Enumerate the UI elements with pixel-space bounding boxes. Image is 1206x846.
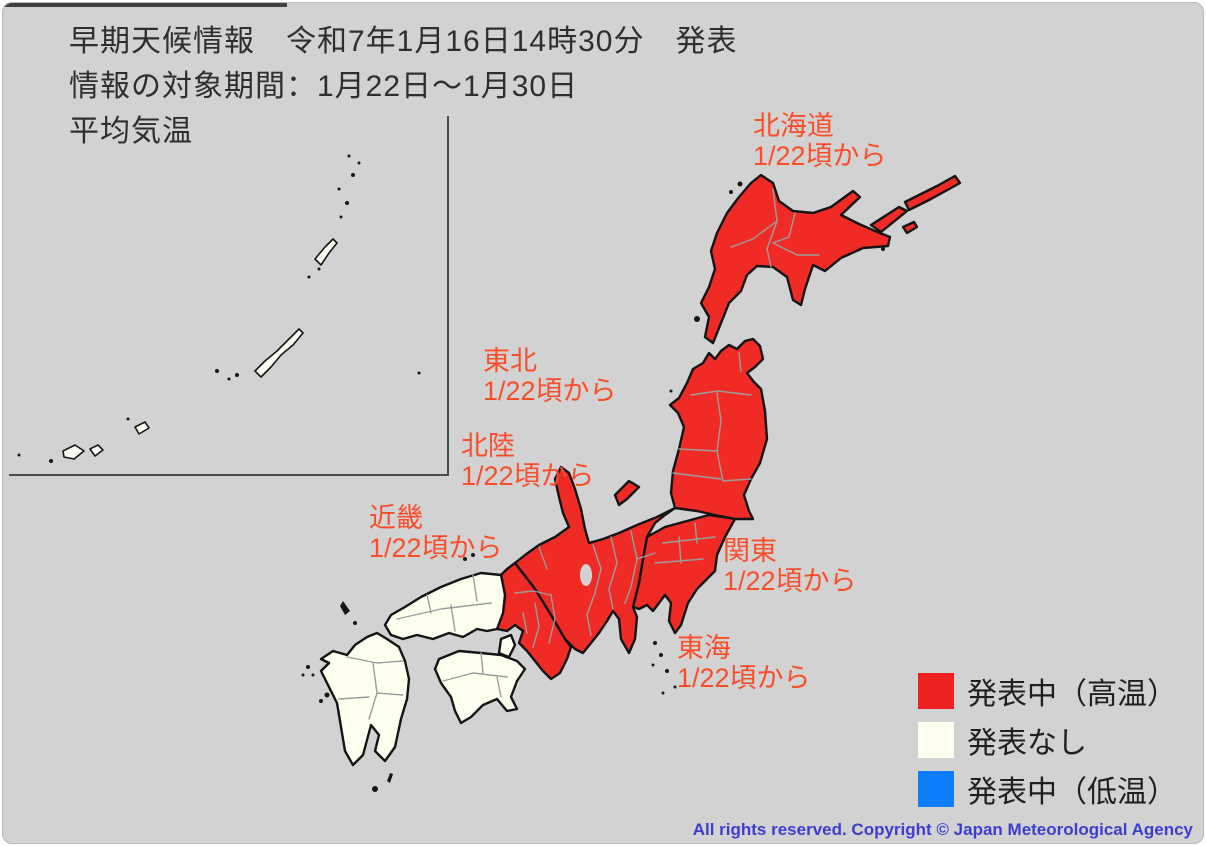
inset-islands xyxy=(17,154,421,463)
map-label-kanto: 関東 1/22頃から xyxy=(723,536,857,596)
island-sado xyxy=(613,479,641,507)
islet xyxy=(126,417,130,421)
island-tsushima xyxy=(340,601,350,615)
title-line-element: 平均気温 xyxy=(69,115,193,148)
island-yakushima xyxy=(372,786,378,792)
title-line-issued: 早期天候情報 令和7年1月16日14時30分 発表 xyxy=(69,25,738,58)
map-label-hokuriku: 北陸 1/22頃から xyxy=(461,431,595,491)
legend-swatch-none xyxy=(918,722,954,758)
island-tanegashima xyxy=(387,773,393,783)
island-iriomote xyxy=(62,444,85,460)
map-label-kinki: 近畿 1/22頃から xyxy=(369,503,503,563)
legend-row-high: 発表中（高温） xyxy=(918,673,1203,711)
island-shikotan xyxy=(901,220,919,235)
island-ishigaki xyxy=(89,444,104,457)
islet-tokara xyxy=(351,173,355,177)
copyright-notice: All rights reserved. Copyright © Japan M… xyxy=(692,820,1193,839)
small-islands xyxy=(301,389,677,792)
legend-swatch-low xyxy=(918,771,954,807)
islet-tokara xyxy=(339,215,343,219)
top-edge-strip xyxy=(3,3,287,7)
title-line-period: 情報の対象期間：1月22日～1月30日 xyxy=(69,70,579,103)
island-okinawa-main xyxy=(254,328,304,378)
islet-okushiri xyxy=(694,316,700,322)
map-label-hokkaido: 北海道 1/22頃から xyxy=(753,111,887,171)
okinawa-inset-box xyxy=(9,116,449,476)
map-label-tohoku: 東北 1/22頃から xyxy=(483,346,617,406)
legend-row-low: 発表中（低温） xyxy=(918,771,1203,809)
island-awaji xyxy=(497,633,517,659)
title-block: 早期天候情報 令和7年1月16日14時30分 発表 情報の対象期間：1月22日～1… xyxy=(69,19,737,154)
region-hokkaido[interactable] xyxy=(699,173,892,345)
region-chugoku[interactable] xyxy=(383,571,507,641)
legend-label-none: 発表なし xyxy=(967,727,1087,760)
region-tohoku[interactable] xyxy=(668,337,769,521)
islet-habomai xyxy=(881,247,885,251)
islet xyxy=(417,371,421,375)
map-label-tokai: 東海 1/22頃から xyxy=(677,633,811,693)
islet xyxy=(307,275,311,279)
islet-rebun xyxy=(729,190,733,194)
legend-swatch-high xyxy=(918,673,954,709)
island-kunashiri xyxy=(869,205,909,234)
islet-kerama xyxy=(235,373,239,377)
islet-tokara xyxy=(357,161,361,165)
islet-tokara xyxy=(345,201,349,205)
island-amami xyxy=(314,238,338,266)
islet-kume xyxy=(215,369,219,373)
map-regions xyxy=(319,173,962,767)
islet xyxy=(49,459,53,463)
region-shikoku[interactable] xyxy=(433,649,527,725)
prefecture-borders xyxy=(338,188,820,720)
islet xyxy=(317,267,321,271)
islet-kerama xyxy=(227,377,231,381)
japan-map xyxy=(17,154,962,792)
legend-label-low: 発表中（低温） xyxy=(967,776,1177,809)
island-iki xyxy=(353,621,357,625)
islet-tokara xyxy=(337,187,341,191)
island-miyako xyxy=(134,421,150,435)
region-kyushu[interactable] xyxy=(319,631,411,767)
legend-row-none: 発表なし xyxy=(918,722,1203,760)
islet-tokara xyxy=(347,154,351,158)
legend-label-high: 発表中（高温） xyxy=(967,678,1177,711)
lake-biwa xyxy=(580,564,592,586)
islet-rishiri xyxy=(737,181,743,187)
islet xyxy=(17,453,21,457)
island-etorofu xyxy=(903,174,962,212)
legend: 発表中（高温） 発表なし 発表中（低温） xyxy=(918,673,1203,820)
region-kanto[interactable] xyxy=(631,513,737,635)
